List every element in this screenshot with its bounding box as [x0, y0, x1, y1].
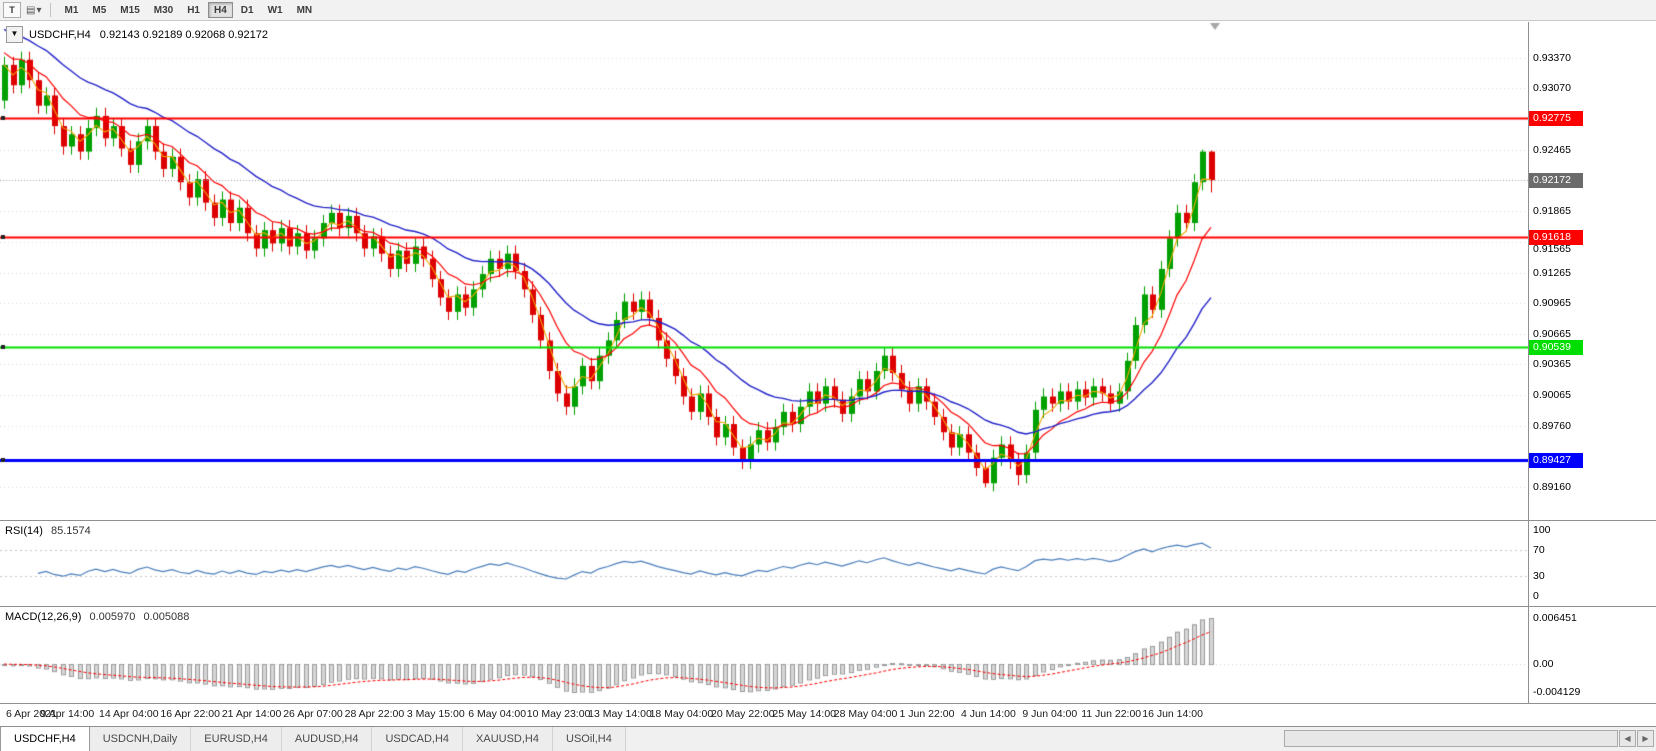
timeframe-toolbar: T ▤ ▾ M1 M5 M15 M30 H1 H4 D1 W1 MN [0, 0, 1656, 21]
price-axis-label: 0.91265 [1533, 266, 1571, 279]
rsi-name: RSI(14) [5, 525, 43, 537]
rsi-axis-label: 0 [1533, 590, 1539, 602]
timeframe-h1[interactable]: H1 [181, 2, 206, 18]
timeframe-mn[interactable]: MN [291, 2, 319, 18]
tab-xauusd-h4[interactable]: XAUUSD,H4 [463, 727, 553, 751]
chart-type-dropdown-button[interactable]: ▤ ▾ [23, 2, 44, 18]
hline-price-tag: 0.89427 [1529, 453, 1583, 469]
chevron-down-icon: ▾ [36, 4, 42, 16]
price-axis-label: 0.92465 [1533, 144, 1571, 157]
price-axis-label: 0.89160 [1533, 481, 1571, 494]
chart-title: USDCHF,H4 0.92143 0.92189 0.92068 0.9217… [29, 29, 268, 41]
macd-axis-label: 0.00 [1533, 658, 1554, 671]
toolbar-separator [50, 3, 52, 17]
triangle-down-icon: ▼ [10, 29, 19, 38]
macd-axis-label: 0.006451 [1533, 612, 1577, 624]
tab-usdcad-h4[interactable]: USDCAD,H4 [372, 727, 464, 751]
timeframe-d1[interactable]: D1 [235, 2, 260, 18]
timeframe-m5[interactable]: M5 [86, 2, 112, 18]
bar-chart-icon: ▤ [26, 4, 36, 16]
rsi-axis-label: 30 [1533, 570, 1545, 583]
timeframe-w1[interactable]: W1 [262, 2, 289, 18]
macd-canvas[interactable] [0, 608, 1528, 703]
price-axis-label: 0.90965 [1533, 297, 1571, 310]
timeframe-h4[interactable]: H4 [208, 2, 233, 18]
timeframe-m15[interactable]: M15 [114, 2, 145, 18]
price-axis-label: 0.90365 [1533, 358, 1571, 371]
price-axis-label: 0.90065 [1533, 388, 1571, 401]
one-click-trading-toggle[interactable]: ▼ [6, 26, 23, 43]
price-axis-label: 0.89760 [1533, 420, 1571, 433]
hline-price-tag: 0.90539 [1529, 339, 1583, 355]
macd-indicator-label: MACD(12,26,9) 0.005970 0.005088 [5, 611, 189, 623]
chart-hscrollbar[interactable]: ◀ ▶ [1284, 729, 1654, 748]
tab-usdchf-h4[interactable]: USDCHF,H4 [0, 727, 90, 751]
rsi-axis-label: 70 [1533, 543, 1545, 556]
symbol-tabs: USDCHF,H4 USDCNH,Daily EURUSD,H4 AUDUSD,H4 U… [0, 727, 626, 751]
hline-price-tag: 0.91618 [1529, 229, 1583, 245]
tab-usoil-h4[interactable]: USOil,H4 [553, 727, 626, 751]
price-chart-canvas[interactable] [0, 22, 1528, 520]
price-axis-border [1528, 22, 1529, 703]
tab-audusd-h4[interactable]: AUDUSD,H4 [281, 727, 373, 751]
current-price-tag: 0.92172 [1529, 172, 1583, 188]
tab-usdcnh-daily[interactable]: USDCNH,Daily [89, 727, 192, 751]
price-axis-label: 0.91865 [1533, 205, 1571, 218]
time-axis[interactable] [0, 703, 1656, 726]
rsi-indicator-label: RSI(14) 85.1574 [5, 525, 91, 537]
scroll-left-button[interactable]: ◀ [1619, 730, 1636, 747]
ohlc-values: 0.92143 0.92189 0.92068 0.92172 [99, 28, 269, 41]
tab-eurusd-h4[interactable]: EURUSD,H4 [191, 727, 282, 751]
macd-name: MACD(12,26,9) [5, 611, 82, 623]
price-axis-label: 0.91565 [1533, 242, 1571, 255]
panel-splitter[interactable] [0, 520, 1656, 522]
rsi-axis-label: 100 [1533, 524, 1551, 536]
macd-main-value: 0.005970 [89, 611, 136, 623]
macd-signal-value: 0.005088 [143, 611, 190, 623]
panel-splitter[interactable] [0, 606, 1656, 608]
scroll-right-button[interactable]: ▶ [1637, 730, 1654, 747]
arrow-right-icon: ▶ [1642, 734, 1649, 743]
price-axis-label: 0.93070 [1533, 82, 1571, 95]
arrow-left-icon: ◀ [1624, 734, 1631, 743]
timeframe-buttons: M1 M5 M15 M30 H1 H4 D1 W1 MN [57, 2, 319, 18]
timeframe-m1[interactable]: M1 [58, 2, 84, 18]
macd-axis-label: -0.004129 [1533, 686, 1581, 698]
symbol-period-label: USDCHF,H4 [29, 28, 91, 41]
timeframe-m30[interactable]: M30 [148, 2, 179, 18]
price-axis-label: 0.90665 [1533, 327, 1571, 340]
rsi-value: 85.1574 [50, 525, 91, 537]
templates-button[interactable]: T [3, 2, 21, 18]
hline-price-tag: 0.92775 [1529, 111, 1583, 127]
chart-header: ▼ USDCHF,H4 0.92143 0.92189 0.92068 0.92… [6, 26, 268, 43]
price-axis-label: 0.93370 [1533, 51, 1571, 64]
scrollbar-thumb[interactable] [1284, 730, 1618, 747]
rsi-canvas[interactable] [0, 522, 1528, 606]
